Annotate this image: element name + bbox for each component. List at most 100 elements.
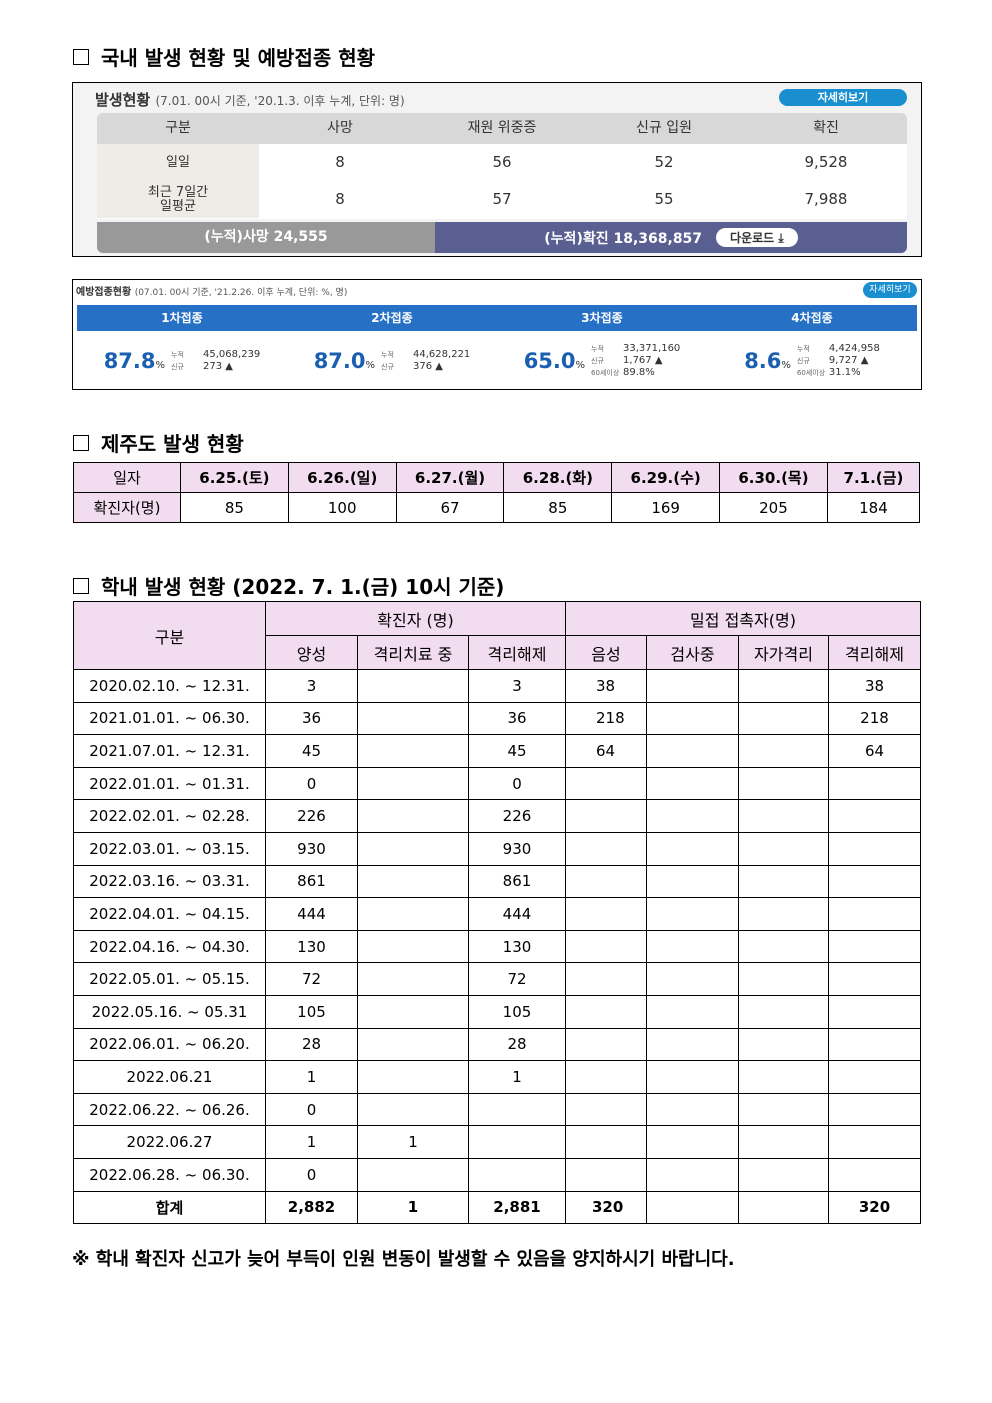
percent-value: 87.0: [313, 349, 366, 373]
table-row: 2022.06.28. ~ 06.30. 0: [73, 1157, 921, 1192]
dose-values: 87.8% 누적 45,068,239 신규 273 ▲ 87.0% 누적 44,628,22…: [77, 335, 917, 387]
cell: 6.25.(토): [180, 462, 289, 493]
cell: 105: [265, 994, 358, 1029]
detail-cum: 누적 45,068,239: [171, 349, 260, 361]
table-row: 2022.06.01. ~ 06.20. 28 28: [73, 1027, 921, 1062]
vaccine-title: 예방접종현황: [76, 287, 132, 298]
header-cell: 양성: [265, 635, 358, 670]
cell: [828, 1157, 921, 1192]
download-button[interactable]: 다운로드 ⤓: [716, 228, 798, 247]
cell: 2021.01.01. ~ 06.30.: [73, 701, 266, 736]
cell: [565, 897, 647, 931]
occurrence-panel: 발생현황 (7.01. 00시 기준, '20.1.3. 이후 누계, 단위: …: [72, 82, 922, 257]
cell: 930: [265, 831, 358, 866]
cell: 2,881: [468, 1190, 566, 1225]
cell: 2021.07.01. ~ 12.31.: [73, 734, 266, 768]
details-button[interactable]: 자세히보기: [779, 89, 907, 106]
table-row: 2022.03.01. ~ 03.15. 930 930: [73, 831, 921, 866]
cell: 64: [565, 734, 647, 768]
cell: 45: [265, 734, 358, 768]
detail-value: 33,371,160: [623, 343, 681, 354]
cell: [738, 1125, 829, 1159]
footnote: ※ 학내 확진자 신고가 늦어 부득이 인원 변동이 발생할 수 있음을 양지하…: [72, 1249, 735, 1270]
cell: 218: [565, 701, 647, 736]
detail-value: 4,424,958: [828, 343, 880, 354]
detail-label: 누적: [171, 351, 184, 359]
cell: 2022.03.01. ~ 03.15.: [73, 831, 266, 866]
cell: [646, 962, 739, 996]
cell: 28: [265, 1027, 358, 1062]
header-cell: 신규 입원: [636, 120, 692, 136]
cell: 2022.01.01. ~ 01.31.: [73, 766, 266, 801]
detail-new: 신규 9,727 ▲: [797, 355, 880, 367]
table-row: 2022.06.27 1 1: [73, 1125, 921, 1159]
table-row: 일자 6.25.(토) 6.26.(일) 6.27.(월) 6.28.(화) 6.29.(…: [73, 462, 921, 493]
table-row: 2022.03.16. ~ 03.31. 861 861: [73, 864, 921, 899]
detail-label: 신규: [171, 363, 184, 371]
detail-label: 신규: [796, 357, 810, 365]
cell: [738, 831, 829, 866]
percent-unit: %: [575, 360, 586, 371]
dose-stat: 87.0% 누적 44,628,221 신규 376 ▲: [287, 335, 497, 387]
cell: 2022.05.01. ~ 05.15.: [73, 962, 266, 996]
occurrence-body: 일일 8 56 52 9,528 최근 7일간 일평균 8 57 55 7,988: [97, 144, 907, 219]
detail-over60: 60세이상 89.8%: [591, 367, 680, 379]
cell: 2020.02.10. ~ 12.31.: [73, 669, 266, 703]
cell: [828, 994, 921, 1029]
cell: [565, 766, 647, 801]
cell: 최근 7일간 일평균: [97, 181, 259, 218]
cell: [357, 994, 469, 1029]
detail-new: 신규 376 ▲: [381, 361, 470, 373]
cell: 6.29.(수): [611, 462, 721, 493]
cell: [646, 799, 739, 833]
table-row: 2020.02.10. ~ 12.31. 3 3 38 38: [73, 669, 921, 703]
detail-value: 376 ▲: [413, 361, 443, 372]
percent-unit: %: [155, 360, 166, 371]
detail-label: 신규: [381, 363, 394, 371]
cell: 7,988: [804, 190, 848, 208]
cell: 28: [468, 1027, 566, 1062]
cell: 64: [828, 734, 921, 768]
dose-details: 누적 33,371,160 신규 1,767 ▲ 60세이상 89.8%: [591, 343, 680, 379]
cell: 8: [335, 153, 345, 171]
cell: 1: [468, 1060, 566, 1094]
detail-value: 1,767 ▲: [623, 355, 663, 366]
cell: 일일: [97, 144, 259, 181]
cell: 52: [654, 153, 674, 171]
cell: 85: [180, 492, 289, 523]
cell: [357, 962, 469, 996]
cell: 226: [468, 799, 566, 833]
vaccine-details-button[interactable]: 자세히보기: [863, 282, 917, 298]
cell: 2022.03.16. ~ 03.31.: [73, 864, 266, 899]
cell: 2022.06.27: [73, 1125, 266, 1159]
header-cell: 구분: [165, 120, 191, 136]
cell: 2022.06.22. ~ 06.26.: [73, 1092, 266, 1127]
cell: [738, 897, 829, 931]
occurrence-header: 구분 사망 재원 위중증 신규 입원 확진: [97, 113, 907, 144]
header-cell: 확진: [813, 120, 839, 136]
dose-label: 1차접종: [161, 311, 203, 325]
checkbox-icon: [73, 577, 89, 594]
cell: 7.1.(금): [826, 462, 921, 493]
cell: [828, 962, 921, 996]
cell: 57: [492, 190, 512, 208]
cell: 1: [357, 1125, 469, 1159]
vaccine-panel: 예방접종현황 (07.01. 00시 기준, '21.2.26. 이후 누계, …: [72, 279, 922, 390]
dose-label: 4차접종: [791, 311, 833, 325]
cell: 85: [503, 492, 613, 523]
cell: 2022.06.01. ~ 06.20.: [73, 1027, 266, 1062]
cell: [646, 1027, 739, 1062]
total-row: 합계 2,882 1 2,881 320 320: [73, 1190, 921, 1225]
cell: [357, 1027, 469, 1062]
section2-heading: 제주도 발생 현황: [73, 428, 244, 457]
header-cell: 밀접 접촉자(명): [565, 601, 921, 636]
detail-cum: 누적 4,424,958: [797, 343, 880, 355]
table-row: 2022.05.01. ~ 05.15. 72 72: [73, 962, 921, 996]
cell: 55: [654, 190, 674, 208]
header-cell: 구분: [73, 601, 266, 670]
cell: [828, 1060, 921, 1094]
cell: 일자: [73, 462, 181, 493]
percent-value: 65.0: [523, 349, 576, 373]
dose-percent: 87.0%: [314, 349, 375, 373]
cell: 320: [828, 1190, 921, 1225]
